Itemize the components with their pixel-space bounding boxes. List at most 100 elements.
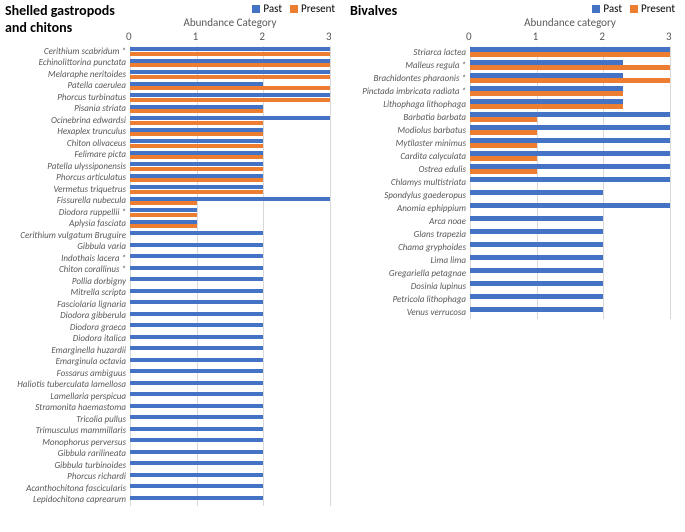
tick-1: 1 bbox=[193, 30, 199, 43]
species-label: Pollia dorbigny bbox=[5, 276, 130, 287]
species-label: Vermetus triquetrus bbox=[5, 184, 130, 195]
bar-past bbox=[130, 381, 263, 385]
species-label: Gibbula rarilineata bbox=[5, 448, 130, 459]
species-label: Mitrella scripta bbox=[5, 287, 130, 298]
species-label: Phorcus richardi bbox=[5, 471, 130, 482]
tick-3: 3 bbox=[326, 30, 332, 43]
bar-past bbox=[470, 138, 670, 143]
species-label: Diodora graeca bbox=[5, 322, 130, 333]
species-label: Chiton corallinus * bbox=[5, 264, 130, 275]
bar-present bbox=[130, 190, 263, 194]
species-label: Chama gryphoides bbox=[350, 242, 470, 253]
bar-past bbox=[470, 151, 670, 156]
species-label: Petricola lithophaga bbox=[350, 294, 470, 305]
species-label: Fissurella nubecula bbox=[5, 195, 130, 206]
species-label: Fossarus ambiguus bbox=[5, 368, 130, 379]
tick-0: 0 bbox=[466, 30, 472, 43]
species-label: Diodora gibberula bbox=[5, 310, 130, 321]
bar-past bbox=[470, 47, 670, 52]
species-label: Malleus regula * bbox=[350, 60, 470, 71]
bar-present bbox=[470, 52, 670, 57]
legend-past-label: Past bbox=[263, 2, 282, 15]
legend-present-label: Present bbox=[641, 2, 675, 15]
bar-present bbox=[470, 117, 537, 122]
bar-present bbox=[130, 178, 263, 182]
bar-past bbox=[130, 277, 263, 281]
bar-present bbox=[130, 144, 263, 148]
bar-past bbox=[470, 73, 623, 78]
bar-present bbox=[130, 98, 330, 102]
bar-present bbox=[130, 132, 263, 136]
species-label: Lithophaga lithophaga bbox=[350, 99, 470, 110]
species-label: Lepidochitona caprearum bbox=[5, 494, 130, 505]
species-label: Stramonita haemastoma bbox=[5, 402, 130, 413]
bar-past bbox=[130, 392, 263, 396]
species-label: Chiton olivaceus bbox=[5, 138, 130, 149]
species-label: Acanthochitona fascicularis bbox=[5, 483, 130, 494]
bar-past bbox=[130, 231, 263, 235]
bar-past bbox=[470, 125, 670, 130]
species-label: Haliotis tuberculata lamellosa bbox=[5, 379, 130, 390]
species-label: Pinctada imbricata radiata * bbox=[350, 86, 470, 97]
species-label: Barbatia barbata bbox=[350, 112, 470, 123]
bar-past bbox=[130, 496, 263, 500]
bar-past bbox=[470, 294, 603, 299]
species-label: Ostrea edulis bbox=[350, 164, 470, 175]
species-label: Echinolittorina punctata bbox=[5, 57, 130, 68]
bar-past bbox=[130, 438, 263, 442]
gridline bbox=[197, 46, 198, 506]
species-label: Lima lima bbox=[350, 255, 470, 266]
bar-past bbox=[130, 335, 263, 339]
present-swatch bbox=[630, 5, 638, 13]
bar-past bbox=[470, 255, 603, 260]
bar-past bbox=[470, 307, 603, 312]
legend-past-label: Past bbox=[603, 2, 622, 15]
bar-past bbox=[130, 323, 263, 327]
bar-past bbox=[470, 99, 623, 104]
species-label: Fasciolaria lignaria bbox=[5, 299, 130, 310]
bar-past bbox=[130, 266, 263, 270]
gridline bbox=[670, 46, 671, 319]
bar-past bbox=[470, 281, 603, 286]
tick-1: 1 bbox=[533, 30, 539, 43]
bar-present bbox=[470, 65, 670, 70]
bar-past bbox=[470, 229, 603, 234]
bar-past bbox=[130, 358, 263, 362]
right-legend: Past Present bbox=[592, 2, 675, 15]
bar-present bbox=[470, 130, 537, 135]
bar-present bbox=[130, 155, 263, 159]
past-swatch bbox=[252, 5, 260, 13]
species-label: Anomia ephippium bbox=[350, 203, 470, 214]
species-label: Lamellaria perspicua bbox=[5, 391, 130, 402]
species-label: Melaraphe neritoides bbox=[5, 69, 130, 80]
bar-present bbox=[130, 224, 197, 228]
legend-past: Past bbox=[252, 2, 282, 15]
bar-present bbox=[130, 201, 197, 205]
bar-past bbox=[470, 177, 670, 182]
species-label: Indothais lacera * bbox=[5, 253, 130, 264]
bar-present bbox=[470, 78, 670, 83]
gridline bbox=[263, 46, 264, 506]
bar-present bbox=[130, 52, 330, 56]
bar-past bbox=[470, 190, 603, 195]
gridline bbox=[130, 46, 131, 506]
species-label: Modiolus barbatus bbox=[350, 125, 470, 136]
bar-present bbox=[130, 75, 330, 79]
species-label: Patella caerulea bbox=[5, 80, 130, 91]
species-label: Diodora italica bbox=[5, 333, 130, 344]
bar-past bbox=[470, 86, 623, 91]
bar-present bbox=[470, 143, 537, 148]
species-label: Gibbula turbinoides bbox=[5, 460, 130, 471]
species-label: Brachidontes pharaonis * bbox=[350, 73, 470, 84]
species-label: Glans trapezia bbox=[350, 229, 470, 240]
bar-present bbox=[470, 91, 623, 96]
species-label: Emarginula octavia bbox=[5, 356, 130, 367]
species-label: Phorcus articulatus bbox=[5, 172, 130, 183]
species-label: Pisania striata bbox=[5, 103, 130, 114]
bar-past bbox=[470, 216, 603, 221]
legend-present: Present bbox=[630, 2, 675, 15]
bar-past bbox=[470, 268, 603, 273]
species-label: Spondylus gaederopus bbox=[350, 190, 470, 201]
species-label: Monophorus perversus bbox=[5, 437, 130, 448]
bar-past bbox=[470, 242, 603, 247]
